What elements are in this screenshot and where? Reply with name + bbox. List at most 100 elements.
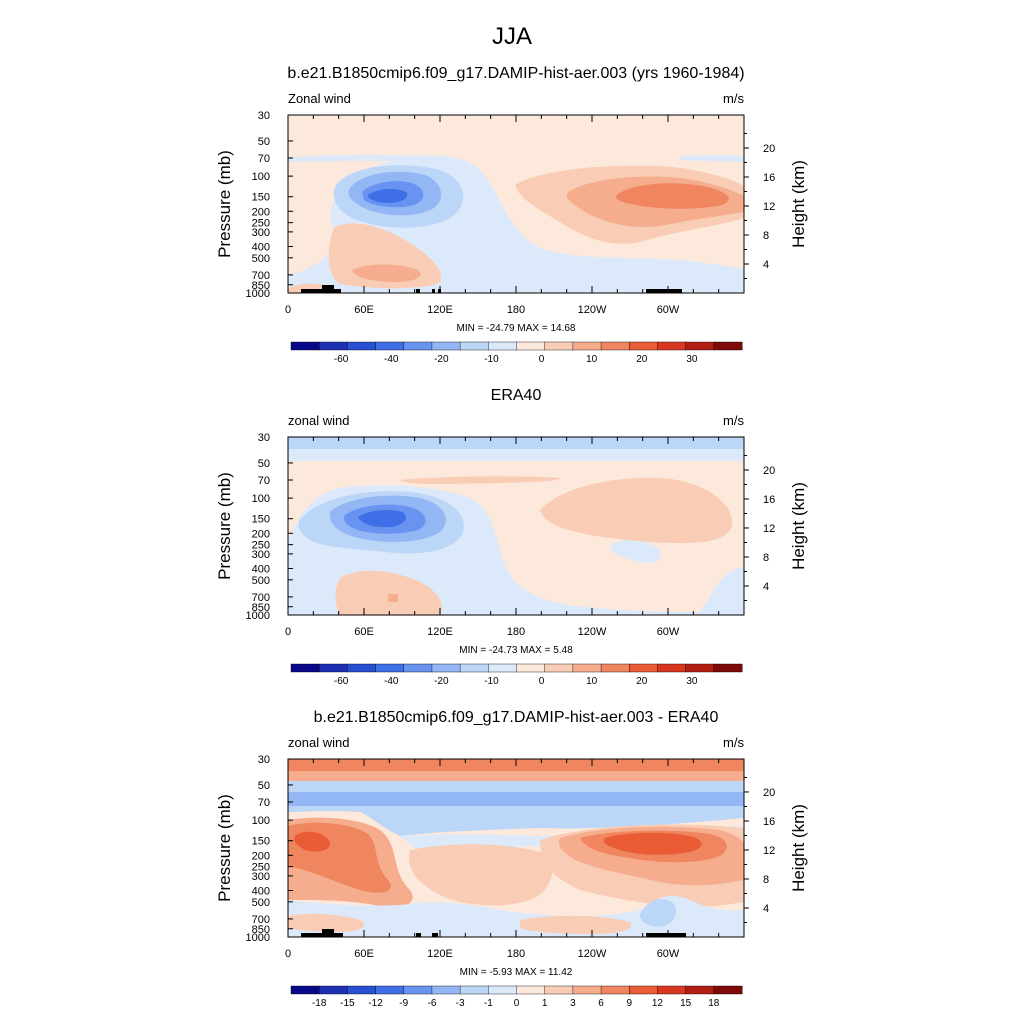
contour-positive [388,594,398,602]
y-tick-label: 700 [252,914,270,926]
height-tick-label: 16 [763,494,775,506]
y-axis-right-label: Height (km) [789,804,808,892]
contour-negative [288,154,420,162]
contour-field [288,437,744,615]
y-tick-label: 200 [252,528,270,540]
stats-label: MIN = -5.93 MAX = 11.42 [460,967,573,978]
colorbar-label: -9 [399,998,408,1009]
y-tick-label: 500 [252,897,270,909]
x-tick-label: 60E [354,948,374,960]
contour-negative [610,539,661,564]
colorbar-swatch [544,341,574,351]
colorbar-swatch [516,663,546,673]
colorbar-label: 1 [542,998,548,1009]
y-tick-label: 30 [258,432,270,444]
panel-right-label: m/s [723,735,744,750]
colorbar-swatch [431,985,461,995]
colorbar-swatch [403,341,433,351]
contour-positive [288,913,364,932]
colorbar-label: -1 [484,998,493,1009]
height-tick-label: 8 [763,874,769,886]
y-tick-label: 30 [258,754,270,766]
x-tick-label: 0 [285,626,291,638]
y-tick-label: 70 [258,153,270,165]
y-tick-label: 300 [252,871,270,883]
topography-block [416,289,420,293]
colorbar-swatch [488,341,517,351]
x-axis: 0 60E 120E 180 120W 60W [285,759,745,960]
colorbar-label: -12 [368,998,383,1009]
y-tick-label: 850 [252,602,270,614]
y-axis-right-label: Height (km) [789,482,808,570]
y-tick-label: 50 [258,136,270,148]
panel-left-label: zonal wind [288,735,349,750]
y-tick-label: 400 [252,885,270,897]
x-tick-label: 120W [578,304,607,316]
y-tick-label: 700 [252,592,270,604]
height-tick-label: 12 [763,523,775,535]
colorbar-label: 10 [586,354,598,365]
colorbar-swatch [629,341,658,351]
colorbar-swatch [459,341,489,351]
y-axis-label: Pressure (mb) [215,150,234,258]
colorbar-label: -40 [384,354,399,365]
colorbar: -60 -40 -20 -10 0 10 20 30 [290,341,743,365]
x-axis: 0 60E 120E 180 120W 60W [285,115,745,316]
y-tick-label: 150 [252,192,270,204]
y-tick-label: 300 [252,549,270,561]
colorbar-label: 20 [636,354,648,365]
contour-positive [294,831,331,852]
colorbar-swatch [544,985,574,995]
height-tick-label: 16 [763,816,775,828]
stats-label: MIN = -24.73 MAX = 5.48 [459,645,573,656]
contour-negative [358,509,407,528]
contour-positive [335,570,442,615]
y-tick-label: 150 [252,836,270,848]
y-tick-label: 250 [252,540,270,552]
y-tick-label: 400 [252,563,270,575]
y-tick-label: 1000 [246,932,270,944]
x-tick-label: 0 [285,948,291,960]
colorbar-label: -60 [334,676,349,687]
contour-positive [520,915,632,934]
x-tick-label: 0 [285,304,291,316]
colorbar-swatch [685,985,715,995]
colorbar-label: -3 [456,998,465,1009]
colorbar-label: -20 [434,676,449,687]
colorbar-swatch [516,985,546,995]
topography-block [432,289,435,293]
y-tick-label: 1000 [246,610,270,622]
panel-left-label: zonal wind [288,413,349,428]
colorbar-swatch [347,663,377,673]
topography-block [432,933,438,937]
contour-negative [288,449,744,461]
contour-positive [409,844,553,906]
colorbar-swatch [290,663,320,673]
colorbar-label: -18 [312,998,327,1009]
y-tick-label: 1000 [246,288,270,300]
colorbar-swatch [375,663,405,673]
y-tick-label: 70 [258,475,270,487]
colorbar-label: 20 [636,676,648,687]
colorbar-swatch [657,663,687,673]
height-tick-label: 20 [763,465,775,477]
topography-block [646,289,682,293]
y-tick-label: 250 [252,862,270,874]
contour-negative [288,806,744,836]
x-tick-label: 60E [354,304,374,316]
contour-negative [680,155,744,162]
height-tick-label: 12 [763,201,775,213]
colorbar-swatch [572,663,602,673]
colorbar: -18 -15 -12 -9 -6 -3 -1 0 1 3 6 9 12 15 18 [290,985,743,1009]
y-tick-label: 850 [252,924,270,936]
colorbar-label: 0 [514,998,520,1009]
panel-right-label: m/s [723,413,744,428]
stats-label: MIN = -24.79 MAX = 14.68 [457,323,576,334]
y-axis-label: Pressure (mb) [215,794,234,902]
x-tick-label: 120W [578,626,607,638]
colorbar-swatch [318,985,348,995]
contour-negative [640,899,677,927]
contour-negative [288,781,744,792]
colorbar-label: 0 [539,354,545,365]
